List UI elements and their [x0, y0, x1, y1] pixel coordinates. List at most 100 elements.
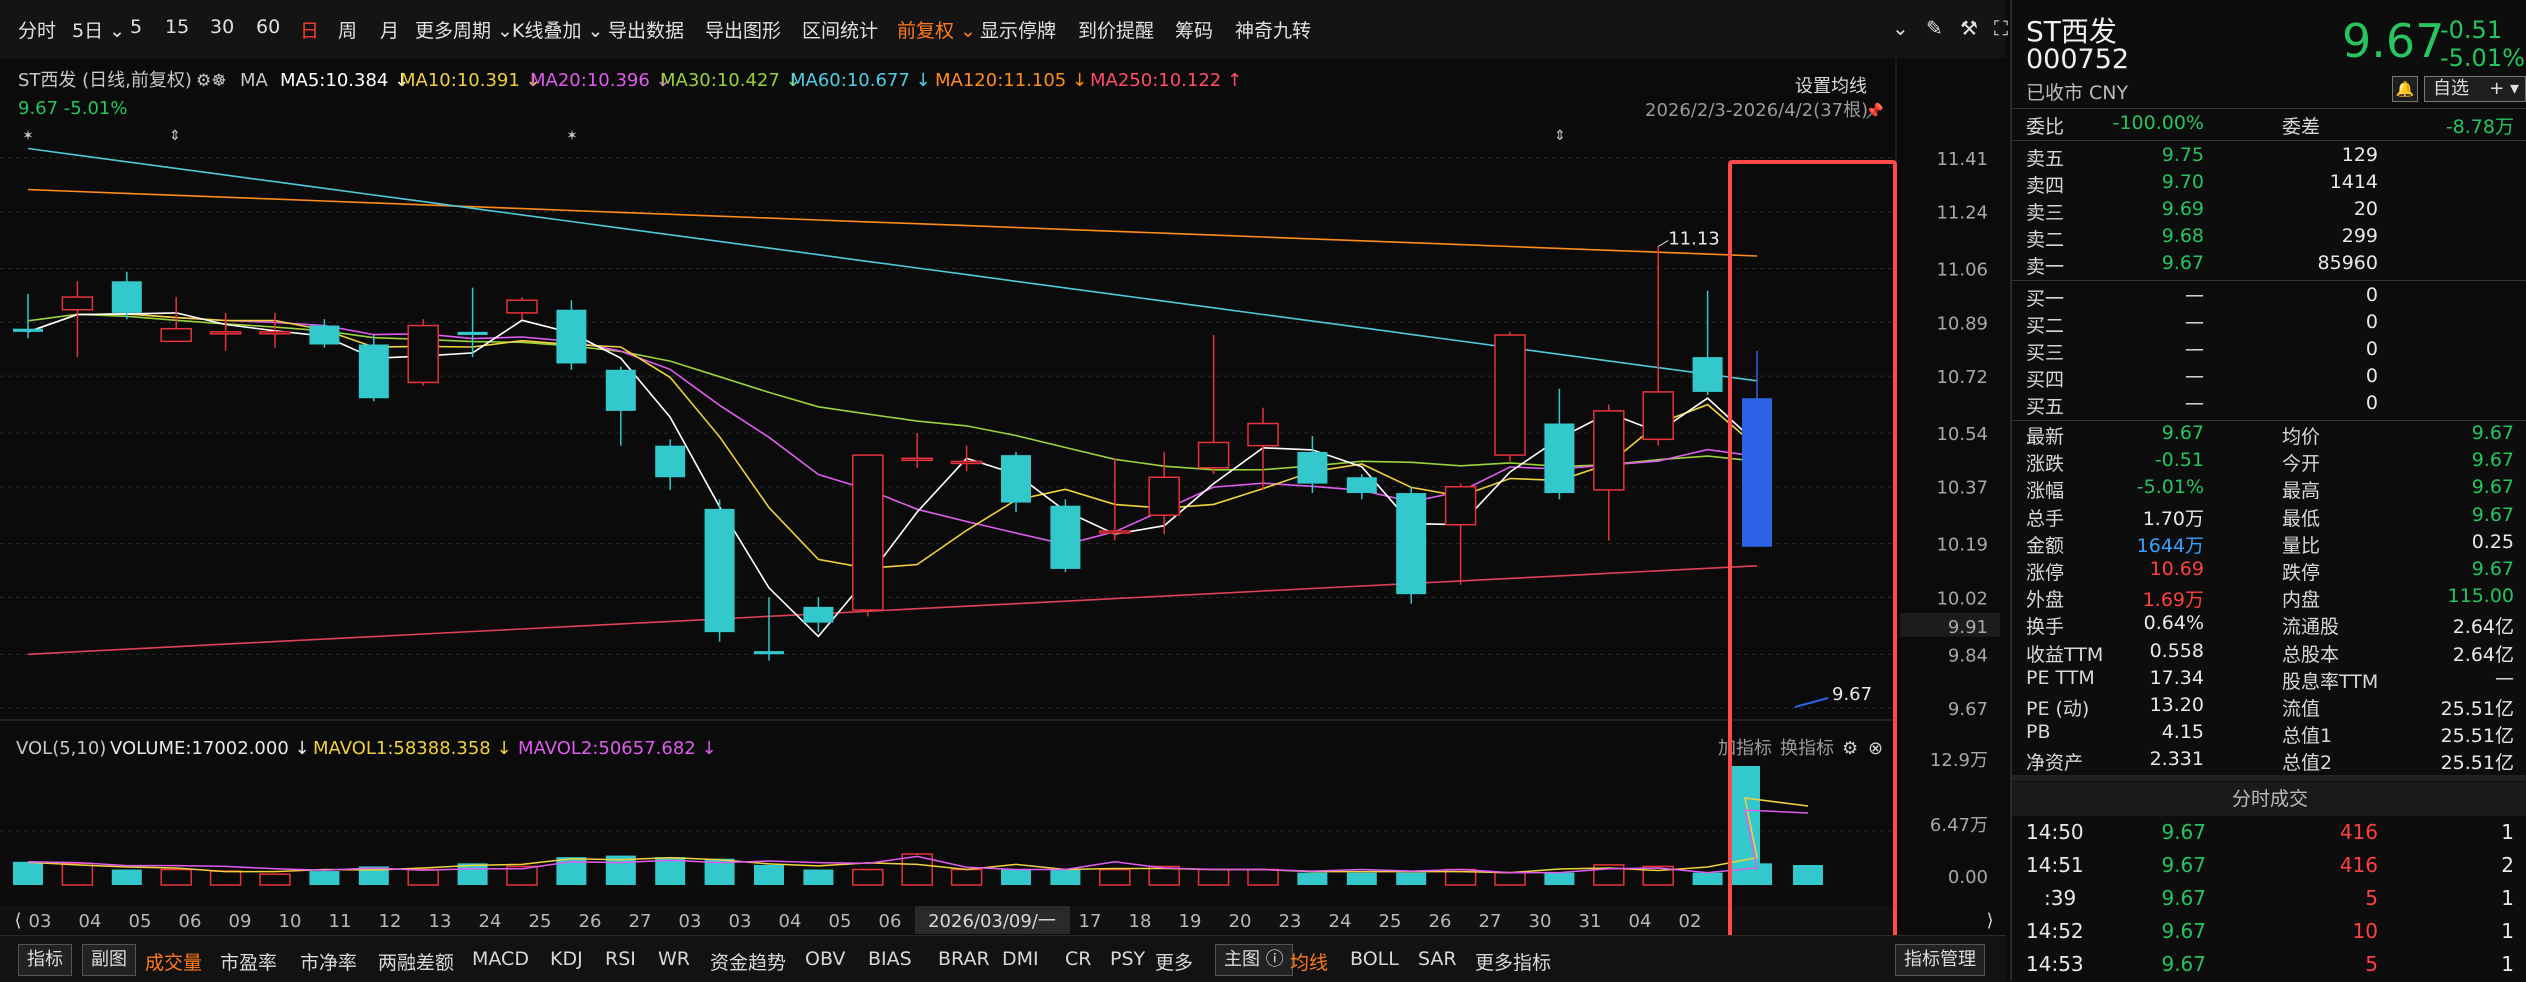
toolbar-item-12[interactable]: 导出图形 [705, 20, 782, 42]
price-axis-label-10: 9.84 [1948, 645, 1988, 666]
candle-body-24[interactable] [1197, 441, 1230, 469]
bell-icon[interactable]: 🔔 [2392, 76, 2418, 102]
toolbar-item-13[interactable]: 区间统计 [802, 20, 879, 42]
candle-body-17[interactable] [852, 454, 884, 611]
indicator-item-6[interactable]: MACD [472, 948, 529, 970]
main-indicator-item-4[interactable]: 更多指标 [1475, 952, 1552, 974]
candle-body-6[interactable] [309, 325, 340, 345]
main-indicator-item-0[interactable]: 主图 ⓘ [1215, 944, 1293, 976]
toolbar-item-15[interactable]: 显示停牌 [980, 20, 1057, 42]
ask-row-1: 卖四 9.70 [2026, 171, 2514, 197]
toolbar-item-2[interactable]: 5 [130, 16, 143, 38]
indicator-item-13[interactable]: BRAR [938, 948, 990, 970]
candle-body-18[interactable] [901, 457, 933, 462]
ask-row-2-label: 卖三 [2026, 202, 2065, 224]
switch-indicator-button: 换指标 [1780, 738, 1834, 759]
candle-body-9[interactable] [457, 331, 488, 336]
stat-row-0-label2: 均价 [2282, 426, 2321, 448]
toolbar-item-9[interactable]: 更多周期 ⌄ [415, 20, 513, 42]
indicator-item-8[interactable]: RSI [605, 948, 636, 970]
fullscreen-icon[interactable]: ⛶ [1994, 16, 2008, 40]
toolbar-item-5[interactable]: 60 [256, 16, 281, 38]
chevron-circle-icon[interactable]: ⌄ [1892, 16, 1909, 40]
toolbar-item-14[interactable]: 前复权 ⌄ [897, 20, 976, 42]
candle-body-35[interactable] [1742, 398, 1772, 547]
candle-body-14[interactable] [704, 508, 735, 633]
candle-body-16[interactable] [803, 606, 834, 623]
candle-body-26[interactable] [1297, 451, 1328, 484]
candle-body-31[interactable] [1544, 423, 1575, 494]
candle-body-13[interactable] [655, 445, 686, 478]
candle-body-0[interactable] [13, 328, 43, 332]
indicator-item-9[interactable]: WR [658, 948, 690, 970]
indicator-item-14[interactable]: DMI [1002, 948, 1039, 970]
candle-body-11[interactable] [556, 309, 587, 364]
candle-body-5[interactable] [259, 331, 291, 335]
main-indicator-item-2[interactable]: BOLL [1350, 948, 1399, 970]
ask-vol-3: 299 [2341, 225, 2378, 247]
candle-body-4[interactable] [209, 331, 242, 335]
candle-body-15[interactable] [754, 651, 784, 655]
indicator-item-1[interactable]: 副图 [82, 944, 136, 976]
tools-icon[interactable]: ⚒ [1960, 16, 1978, 40]
candle-body-3[interactable] [160, 327, 192, 343]
indicator-item-11[interactable]: OBV [805, 948, 846, 970]
candle-body-27[interactable] [1346, 477, 1377, 494]
indicator-item-12[interactable]: BIAS [868, 948, 912, 970]
indicator-item-5[interactable]: 两融差额 [378, 952, 455, 974]
candle-body-21[interactable] [1050, 505, 1081, 569]
candle-body-20[interactable] [1001, 455, 1031, 503]
candle-body-29[interactable] [1444, 485, 1477, 526]
toolbar-item-3[interactable]: 15 [165, 16, 190, 38]
candle-body-25[interactable] [1247, 422, 1279, 447]
indicator-item-4[interactable]: 市净率 [300, 952, 358, 974]
indicator-manage-button[interactable]: 指标管理 [1895, 944, 1985, 976]
candle-body-1[interactable] [61, 296, 94, 311]
date-label-22: 18 [1129, 911, 1152, 932]
candle-body-33[interactable] [1642, 391, 1674, 441]
candle-body-7[interactable] [358, 344, 389, 399]
toolbar-item-4[interactable]: 30 [210, 16, 235, 38]
toolbar-item-1[interactable]: 5日 ⌄ [72, 20, 126, 42]
candle-body-22[interactable] [1099, 530, 1131, 534]
indicator-item-17[interactable]: 更多 [1155, 952, 1194, 974]
date-label-3: 06 [179, 911, 202, 932]
toolbar-item-0[interactable]: 分时 [18, 20, 57, 42]
candle-body-32[interactable] [1593, 410, 1625, 491]
candle-body-12[interactable] [605, 369, 636, 411]
stat-row-9-value2: — [2495, 666, 2514, 689]
kline-chart[interactable]: ST西发 (日线,前复权) ⚙☸ MA MA5:10.384 ↓MA10:10.391… [0, 58, 2006, 935]
main-indicator-item-1[interactable]: 均线 [1290, 952, 1329, 974]
candle-body-10[interactable] [506, 299, 538, 314]
bid-row-4-value: — [2185, 392, 2204, 414]
candle-body-2[interactable] [111, 281, 142, 313]
toolbar-item-10[interactable]: K线叠加 ⌄ [512, 20, 604, 42]
toolbar-item-17[interactable]: 筹码 [1175, 20, 1214, 42]
indicator-item-16[interactable]: PSY [1110, 948, 1146, 970]
candle-body-30[interactable] [1494, 334, 1526, 456]
ma30-value: MA30:10.427 ↓ [660, 70, 801, 91]
draw-icon[interactable]: ✎ [1926, 16, 1943, 40]
toolbar-item-8[interactable]: 月 [380, 20, 400, 42]
indicator-item-15[interactable]: CR [1065, 948, 1092, 970]
indicator-item-3[interactable]: 市盈率 [220, 952, 278, 974]
candle-body-28[interactable] [1396, 493, 1427, 595]
candle-body-19[interactable] [950, 460, 983, 465]
indicator-item-7[interactable]: KDJ [550, 948, 583, 970]
indicator-item-10[interactable]: 资金趋势 [710, 952, 787, 974]
indicator-item-2[interactable]: 成交量 [145, 952, 203, 974]
candle-body-23[interactable] [1148, 476, 1180, 516]
toolbar-item-16[interactable]: 到价提醒 [1078, 20, 1155, 42]
indicator-item-0[interactable]: 指标 [18, 944, 72, 976]
main-indicator-item-3[interactable]: SAR [1418, 948, 1457, 970]
toolbar-item-11[interactable]: 导出数据 [608, 20, 685, 42]
panel-divider[interactable] [2012, 775, 2526, 781]
candle-body-8[interactable] [407, 324, 439, 384]
stat-row-11-label2: 总值1 [2282, 725, 2333, 748]
toolbar-item-7[interactable]: 周 [338, 20, 358, 42]
trade-count-4: 1 [2501, 952, 2514, 976]
toolbar-item-18[interactable]: 神奇九转 [1235, 20, 1312, 42]
toolbar-item-6[interactable]: 日 [300, 20, 320, 42]
candle-body-34[interactable] [1692, 357, 1723, 392]
add-watchlist-button[interactable]: 自选 + ▾ [2424, 76, 2526, 102]
